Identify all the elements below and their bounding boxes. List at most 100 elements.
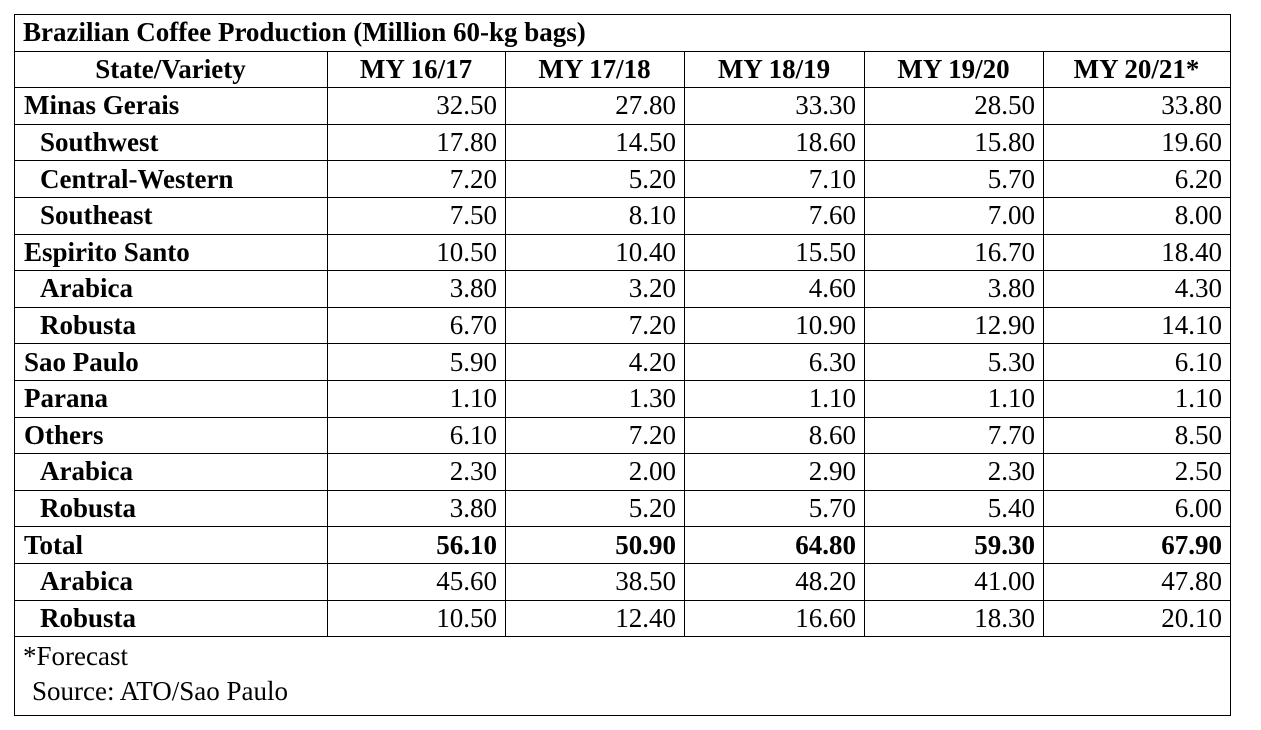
cell-my-20-21: 14.10: [1042, 306, 1232, 345]
table-row-robusta: Robusta 3.80 5.20 5.70 5.40 6.00: [14, 489, 1232, 528]
cell-my-19-20: 7.00: [864, 196, 1044, 235]
cell-my-18-19: 7.60: [684, 196, 865, 235]
cell-my-20-21: 6.00: [1042, 489, 1232, 528]
cell-my-18-19: 16.60: [684, 599, 865, 638]
footer-cell: *Forecast Source: ATO/Sao Paulo: [13, 636, 1232, 717]
cell-my-19-20: 59.30: [864, 526, 1044, 564]
row-label-southeast: Southeast: [14, 196, 328, 235]
cell-my-18-19: 10.90: [684, 306, 865, 345]
cell-my-20-21: 1.10: [1042, 379, 1232, 418]
row-label-sao-paulo: Sao Paulo: [14, 343, 328, 381]
table-row-central-western: Central-Western 7.20 5.20 7.10 5.70 6.20: [14, 160, 1232, 198]
cell-my-19-20: 16.70: [864, 233, 1044, 272]
cell-my-18-19: 1.10: [684, 379, 865, 418]
cell-my-17-18: 1.30: [505, 379, 685, 418]
cell-my-20-21: 20.10: [1042, 599, 1232, 638]
cell-my-20-21: 4.30: [1042, 270, 1232, 308]
row-label-central-western: Central-Western: [14, 160, 328, 198]
cell-my-18-19: 48.20: [684, 562, 865, 601]
cell-my-17-18: 10.40: [505, 233, 685, 272]
table-row-parana: Parana 1.10 1.30 1.10 1.10 1.10: [14, 379, 1232, 418]
table-row-arabica: Arabica 2.30 2.00 2.90 2.30 2.50: [14, 453, 1232, 491]
cell-my-20-21: 33.80: [1042, 87, 1232, 125]
row-label-robusta: Robusta: [14, 489, 328, 528]
header-my-18-19: MY 18/19: [684, 50, 865, 89]
cell-my-17-18: 7.20: [505, 306, 685, 345]
cell-my-19-20: 7.70: [864, 416, 1044, 455]
cell-my-19-20: 28.50: [864, 87, 1044, 125]
cell-my-16-17: 1.10: [327, 379, 506, 418]
cell-my-17-18: 7.20: [505, 416, 685, 455]
cell-my-20-21: 8.50: [1042, 416, 1232, 455]
title-row: Brazilian Coffee Production (Million 60-…: [13, 14, 1232, 52]
forecast-footnote: *Forecast: [23, 641, 128, 672]
source-note: Source: ATO/Sao Paulo: [32, 676, 288, 707]
row-label-espirito-santo: Espirito Santo: [14, 233, 328, 272]
table-row-southwest: Southwest 17.80 14.50 18.60 15.80 19.60: [14, 123, 1232, 162]
header-row: State/Variety MY 16/17 MY 17/18 MY 18/19…: [14, 50, 1232, 89]
cell-my-20-21: 2.50: [1042, 453, 1232, 491]
cell-my-16-17: 17.80: [327, 123, 506, 162]
cell-my-16-17: 32.50: [327, 87, 506, 125]
cell-my-19-20: 5.70: [864, 160, 1044, 198]
coffee-production-table: Brazilian Coffee Production (Million 60-…: [13, 14, 1232, 717]
row-label-others: Others: [14, 416, 328, 455]
cell-my-16-17: 56.10: [327, 526, 506, 564]
cell-my-20-21: 47.80: [1042, 562, 1232, 601]
cell-my-16-17: 7.50: [327, 196, 506, 235]
row-label-robusta: Robusta: [14, 599, 328, 638]
cell-my-17-18: 8.10: [505, 196, 685, 235]
cell-my-20-21: 67.90: [1042, 526, 1232, 564]
cell-my-17-18: 5.20: [505, 160, 685, 198]
header-my-19-20: MY 19/20: [864, 50, 1044, 89]
cell-my-17-18: 12.40: [505, 599, 685, 638]
row-label-arabica: Arabica: [14, 453, 328, 491]
table-row-robusta: Robusta 10.50 12.40 16.60 18.30 20.10: [14, 599, 1232, 638]
table-row-others: Others 6.10 7.20 8.60 7.70 8.50: [14, 416, 1232, 455]
cell-my-17-18: 5.20: [505, 489, 685, 528]
cell-my-19-20: 41.00: [864, 562, 1044, 601]
cell-my-17-18: 3.20: [505, 270, 685, 308]
cell-my-17-18: 27.80: [505, 87, 685, 125]
cell-my-19-20: 2.30: [864, 453, 1044, 491]
header-state-variety: State/Variety: [14, 50, 328, 89]
cell-my-16-17: 6.70: [327, 306, 506, 345]
cell-my-18-19: 64.80: [684, 526, 865, 564]
row-label-arabica: Arabica: [14, 562, 328, 601]
table-row-sao-paulo: Sao Paulo 5.90 4.20 6.30 5.30 6.10: [14, 343, 1232, 381]
cell-my-16-17: 5.90: [327, 343, 506, 381]
cell-my-17-18: 50.90: [505, 526, 685, 564]
table-row-espirito-santo: Espirito Santo 10.50 10.40 15.50 16.70 1…: [14, 233, 1232, 272]
cell-my-19-20: 3.80: [864, 270, 1044, 308]
table-row-total: Total 56.10 50.90 64.80 59.30 67.90: [14, 526, 1232, 564]
cell-my-16-17: 10.50: [327, 233, 506, 272]
table-row-southeast: Southeast 7.50 8.10 7.60 7.00 8.00: [14, 196, 1232, 235]
row-label-southwest: Southwest: [14, 123, 328, 162]
cell-my-19-20: 5.30: [864, 343, 1044, 381]
cell-my-17-18: 2.00: [505, 453, 685, 491]
cell-my-17-18: 14.50: [505, 123, 685, 162]
cell-my-20-21: 8.00: [1042, 196, 1232, 235]
cell-my-17-18: 38.50: [505, 562, 685, 601]
cell-my-18-19: 6.30: [684, 343, 865, 381]
cell-my-20-21: 19.60: [1042, 123, 1232, 162]
cell-my-18-19: 2.90: [684, 453, 865, 491]
table-row-arabica: Arabica 45.60 38.50 48.20 41.00 47.80: [14, 562, 1232, 601]
table-row-arabica: Arabica 3.80 3.20 4.60 3.80 4.30: [14, 270, 1232, 308]
cell-my-16-17: 6.10: [327, 416, 506, 455]
cell-my-16-17: 3.80: [327, 270, 506, 308]
cell-my-19-20: 18.30: [864, 599, 1044, 638]
cell-my-19-20: 1.10: [864, 379, 1044, 418]
row-label-minas-gerais: Minas Gerais: [14, 87, 328, 125]
cell-my-20-21: 6.20: [1042, 160, 1232, 198]
cell-my-16-17: 3.80: [327, 489, 506, 528]
cell-my-16-17: 10.50: [327, 599, 506, 638]
cell-my-20-21: 6.10: [1042, 343, 1232, 381]
table-row-robusta: Robusta 6.70 7.20 10.90 12.90 14.10: [14, 306, 1232, 345]
cell-my-16-17: 45.60: [327, 562, 506, 601]
row-label-robusta: Robusta: [14, 306, 328, 345]
row-label-parana: Parana: [14, 379, 328, 418]
table-row-minas-gerais: Minas Gerais 32.50 27.80 33.30 28.50 33.…: [14, 87, 1232, 125]
header-my-17-18: MY 17/18: [505, 50, 685, 89]
cell-my-18-19: 7.10: [684, 160, 865, 198]
